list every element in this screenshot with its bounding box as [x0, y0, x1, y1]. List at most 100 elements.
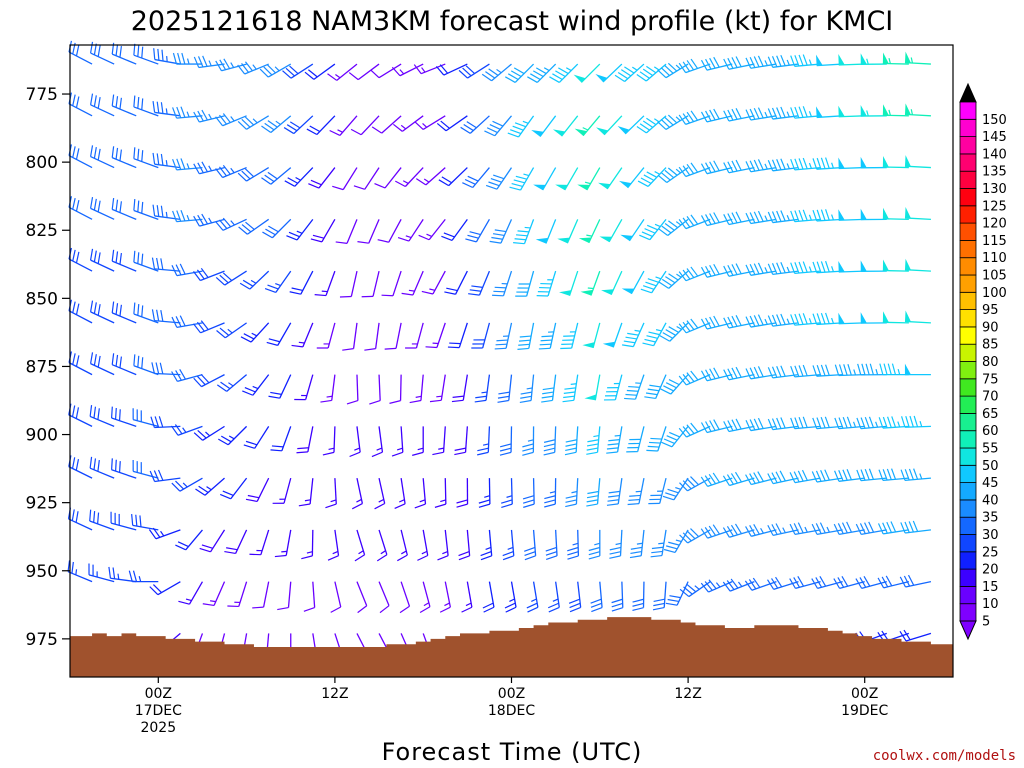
wind-barb — [172, 106, 203, 119]
barb-flag — [586, 495, 599, 499]
barb-flag — [611, 598, 623, 604]
barb-flag — [93, 95, 97, 107]
colorbar-label: 10 — [982, 597, 999, 612]
barb-flag — [171, 265, 178, 276]
wind-barb — [621, 270, 645, 295]
barb-staff — [645, 63, 667, 82]
x-tick-label: 00Z — [498, 686, 525, 702]
barb-flag — [112, 567, 116, 579]
barb-half-flag — [654, 118, 660, 123]
barb-staff — [425, 167, 446, 186]
barb-half-flag — [304, 499, 311, 502]
wind-barb — [489, 219, 513, 244]
wind-barb — [277, 581, 292, 611]
barb-flag — [625, 336, 637, 340]
barb-half-flag — [764, 111, 768, 118]
wind-barb — [245, 477, 270, 503]
barb-flag — [118, 409, 121, 421]
barb-staff — [816, 529, 843, 536]
barb-flag — [395, 180, 406, 188]
barb-staff — [603, 115, 623, 136]
wind-barb — [838, 157, 865, 170]
barb-flag — [682, 113, 691, 124]
wind-barb — [857, 363, 887, 376]
barb-staff — [773, 581, 799, 590]
wind-barb — [171, 369, 203, 382]
barb-half-flag — [165, 211, 168, 218]
barb-flag — [178, 600, 190, 605]
barb-half-flag — [138, 575, 142, 582]
wind-barb — [504, 63, 535, 83]
barb-half-flag — [481, 391, 488, 394]
barb-flag — [726, 580, 735, 590]
barb-flag — [310, 238, 323, 243]
barb-flag — [731, 160, 738, 172]
barb-flag — [237, 172, 247, 182]
barb-staff — [571, 322, 579, 349]
barb-flag — [705, 58, 712, 70]
barb-staff — [575, 426, 579, 453]
barb-flag — [723, 162, 730, 174]
barb-flag — [665, 492, 677, 497]
barb-pennant — [573, 74, 586, 83]
barb-flag — [75, 44, 80, 57]
barb-staff — [200, 322, 225, 334]
barb-flag — [797, 470, 804, 482]
barb-staff — [318, 167, 336, 189]
barb-staff — [400, 478, 406, 504]
wind-barb — [474, 374, 491, 403]
colorbar-segment — [959, 534, 977, 553]
barb-flag — [745, 526, 752, 537]
wind-barb — [296, 426, 314, 454]
wind-barb — [178, 581, 204, 605]
barb-flag — [842, 469, 848, 481]
barb-flag — [709, 368, 716, 380]
wind-barb — [580, 270, 601, 296]
wind-barb — [370, 63, 402, 79]
wind-barb — [68, 403, 93, 427]
barb-half-flag — [165, 108, 168, 115]
barb-staff — [222, 166, 247, 179]
barb-flag — [749, 212, 756, 224]
barb-flag — [636, 74, 647, 82]
barb-flag — [224, 550, 236, 555]
barb-flag — [734, 523, 742, 535]
barb-flag — [97, 200, 101, 213]
wind-barb — [899, 574, 932, 588]
barb-flag — [216, 384, 228, 392]
barb-pennant — [620, 234, 633, 241]
barb-staff — [510, 478, 513, 505]
barb-flag — [75, 199, 80, 212]
barb-flag — [215, 60, 223, 72]
barb-staff — [378, 581, 390, 606]
barb-flag — [651, 546, 664, 550]
barb-flag — [93, 250, 97, 262]
barb-flag — [881, 576, 889, 588]
wind-barb — [481, 63, 512, 82]
barb-flag — [723, 58, 730, 70]
barb-pennant — [557, 237, 570, 244]
barb-staff — [309, 478, 314, 505]
barb-half-flag — [402, 180, 409, 184]
barb-flag — [252, 606, 264, 609]
wind-barb — [111, 353, 137, 376]
barb-flag — [657, 174, 668, 183]
x-axis-label: Forecast Time (UTC) — [382, 738, 643, 766]
wind-barb — [289, 270, 314, 295]
barb-flag — [679, 482, 688, 492]
barb-staff — [551, 374, 557, 401]
barb-flag — [846, 521, 853, 533]
barb-flag — [630, 550, 642, 555]
barb-staff — [594, 374, 601, 401]
barb-flag — [152, 527, 161, 538]
barb-flag — [564, 451, 577, 456]
barb-flag — [544, 495, 556, 500]
barb-flag — [495, 343, 508, 346]
barb-flag — [176, 210, 182, 222]
barb-half-flag — [415, 395, 422, 398]
barb-flag — [780, 106, 786, 118]
barb-half-flag — [888, 109, 891, 116]
wind-barb — [89, 248, 115, 272]
wind-barb — [444, 270, 468, 295]
barb-flag — [285, 67, 295, 77]
